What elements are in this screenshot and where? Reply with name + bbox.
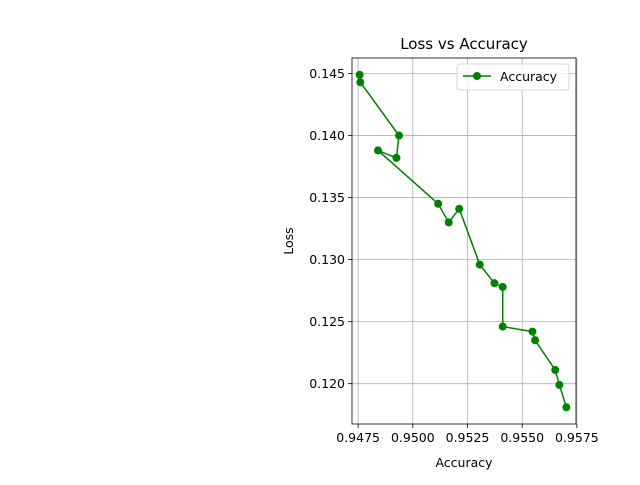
data-point: [498, 282, 507, 291]
legend: Accuracy: [456, 63, 570, 91]
y-tick-label: 0.120: [309, 376, 345, 391]
y-tick-label: 0.125: [309, 314, 345, 329]
data-point: [555, 380, 564, 389]
chart-title: Loss vs Accuracy: [400, 35, 528, 53]
ticks: 0.9475 0.9500 0.9525 0.9550 0.9575 0.120 0.125…: [309, 66, 599, 445]
plot-frame: [351, 57, 577, 425]
data-point: [355, 70, 364, 79]
data-point: [551, 366, 560, 375]
x-tick-label: 0.9525: [446, 430, 490, 445]
y-axis-label: Loss: [281, 227, 296, 254]
legend-box: [456, 63, 570, 91]
data-point: [475, 260, 484, 269]
legend-marker-swatch: [473, 72, 481, 80]
y-tick-label: 0.140: [309, 128, 345, 143]
data-point: [392, 153, 401, 162]
data-point: [490, 279, 499, 288]
data-point: [374, 146, 383, 155]
data-point: [531, 336, 540, 345]
y-tick-label: 0.130: [309, 252, 345, 267]
series-layer: [355, 70, 571, 412]
data-point: [498, 322, 507, 331]
x-tick-label: 0.9500: [391, 430, 435, 445]
legend-label: Accuracy: [500, 69, 558, 84]
data-point: [528, 327, 537, 336]
x-tick-label: 0.9475: [336, 430, 380, 445]
data-point: [395, 131, 404, 140]
y-tick-label: 0.145: [309, 66, 345, 81]
data-point: [356, 78, 365, 87]
y-tick-label: 0.135: [309, 190, 345, 205]
data-point: [434, 199, 443, 208]
data-point: [455, 204, 464, 213]
data-point: [562, 403, 571, 412]
x-tick-label: 0.9575: [555, 430, 599, 445]
x-axis-label: Accuracy: [435, 455, 493, 470]
data-point: [444, 218, 453, 227]
x-tick-label: 0.9550: [500, 430, 544, 445]
